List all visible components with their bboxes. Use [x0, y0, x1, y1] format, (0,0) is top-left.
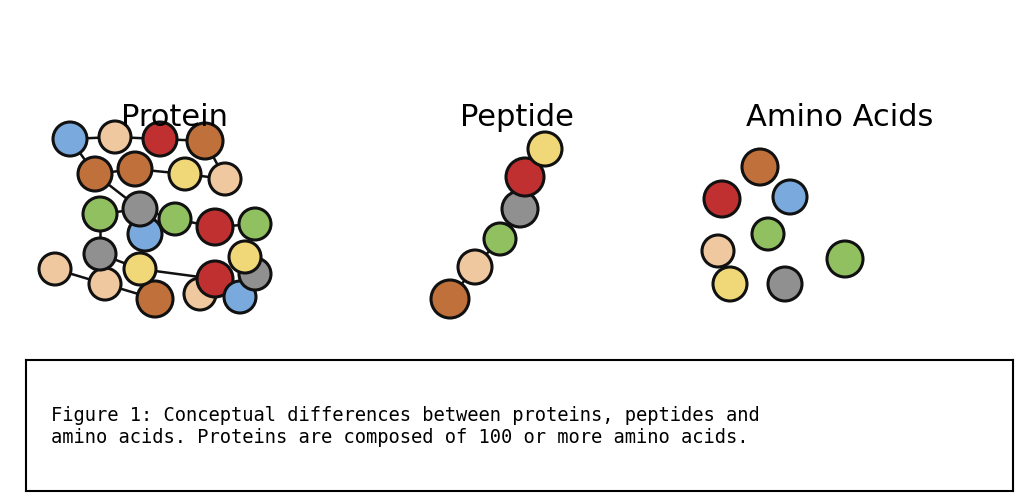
Circle shape: [224, 282, 256, 313]
Circle shape: [209, 164, 241, 195]
Circle shape: [458, 250, 492, 285]
Circle shape: [197, 262, 233, 298]
Circle shape: [83, 197, 117, 231]
Circle shape: [99, 122, 131, 154]
Circle shape: [704, 182, 740, 217]
Circle shape: [89, 269, 121, 301]
Circle shape: [484, 223, 516, 256]
Circle shape: [53, 123, 87, 157]
Circle shape: [39, 254, 71, 286]
Circle shape: [431, 281, 469, 318]
Circle shape: [136, 282, 173, 317]
Text: Protein: Protein: [122, 103, 229, 132]
Circle shape: [84, 238, 116, 271]
Text: Amino Acids: Amino Acids: [747, 103, 934, 132]
Circle shape: [128, 217, 162, 252]
Circle shape: [118, 153, 152, 187]
Circle shape: [78, 158, 112, 191]
Circle shape: [123, 192, 157, 226]
Circle shape: [239, 259, 271, 291]
Circle shape: [713, 268, 747, 302]
Circle shape: [184, 279, 216, 311]
Circle shape: [501, 191, 538, 227]
Circle shape: [239, 208, 271, 240]
Circle shape: [187, 124, 223, 160]
Circle shape: [752, 218, 784, 250]
Text: Figure 1: Conceptual differences between proteins, peptides and
amino acids. Pro: Figure 1: Conceptual differences between…: [51, 405, 759, 446]
Circle shape: [528, 133, 562, 167]
Circle shape: [827, 241, 863, 278]
Circle shape: [159, 203, 191, 235]
Circle shape: [742, 150, 778, 186]
Text: Peptide: Peptide: [460, 103, 574, 132]
Circle shape: [506, 159, 544, 196]
Circle shape: [197, 209, 233, 245]
Circle shape: [169, 159, 201, 190]
Circle shape: [229, 241, 261, 274]
Circle shape: [124, 254, 156, 286]
Circle shape: [773, 181, 807, 214]
Circle shape: [768, 268, 802, 302]
Circle shape: [702, 235, 734, 268]
Circle shape: [143, 123, 177, 157]
